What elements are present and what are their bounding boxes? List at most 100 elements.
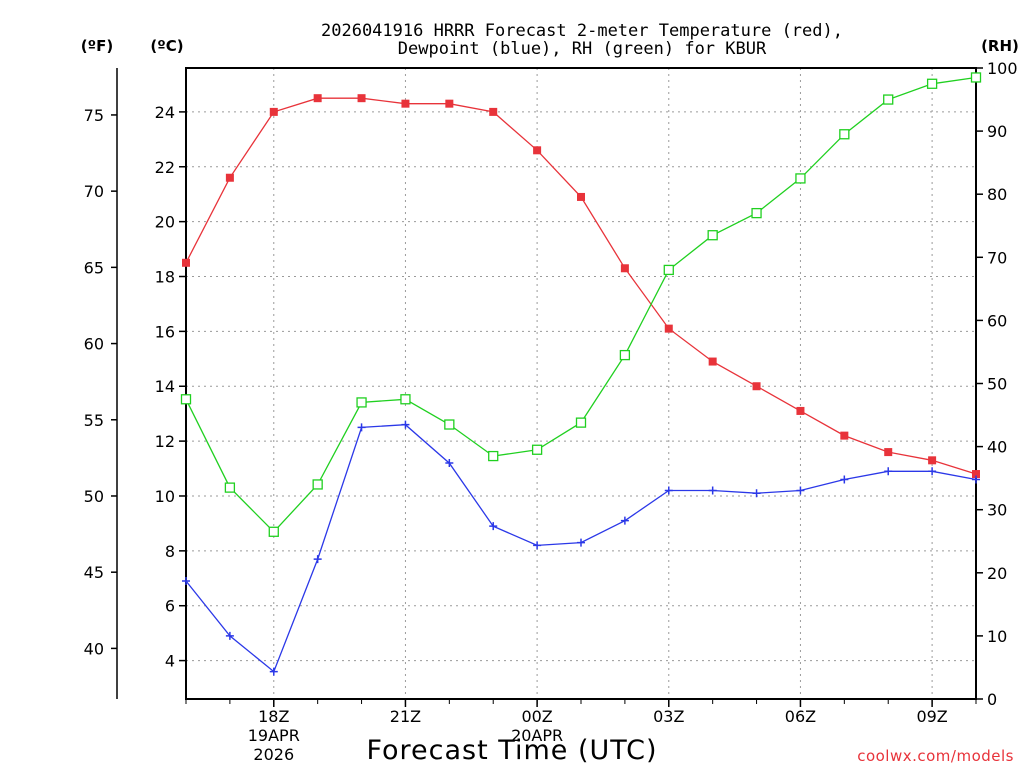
dewpoint-point — [182, 577, 190, 586]
celsius-tick-label: 22 — [155, 158, 175, 177]
fahrenheit-tick-label: 65 — [84, 258, 104, 277]
rh-tick-label: 100 — [987, 59, 1018, 78]
rh-series — [180, 72, 982, 537]
dewpoint-point — [577, 538, 585, 547]
celsius-tick-label: 4 — [165, 652, 175, 671]
rh-tick-label: 90 — [987, 122, 1007, 141]
temperature-point — [533, 146, 542, 155]
x-tick-label: 03Z — [653, 707, 684, 726]
rh-point — [619, 349, 631, 361]
temperature-point — [884, 448, 893, 457]
dewpoint-point — [357, 423, 366, 432]
rh-point — [707, 230, 718, 241]
celsius-tick-label: 16 — [155, 322, 175, 341]
rh-point — [224, 482, 236, 493]
temperature-point — [577, 192, 585, 201]
rh-tick-label: 50 — [987, 375, 1007, 394]
dewpoint-point — [752, 489, 761, 498]
celsius-tick-label: 14 — [155, 377, 175, 396]
rh-unit-label: (RH) — [981, 37, 1019, 55]
temperature-point — [357, 94, 366, 103]
temperature-point — [928, 456, 937, 465]
celsius-unit-label: (ºC) — [150, 37, 183, 55]
rh-point — [356, 397, 367, 408]
fahrenheit-tick-label: 40 — [84, 639, 104, 658]
dewpoint-point — [269, 667, 278, 676]
chart-title-line1: 2026041916 HRRR Forecast 2-meter Tempera… — [321, 21, 843, 41]
dewpoint-point — [401, 420, 410, 429]
celsius-tick-label: 10 — [155, 487, 175, 506]
rh-point — [751, 207, 762, 219]
temperature-point — [752, 382, 761, 391]
dewpoint-point — [884, 467, 893, 476]
rh-tick-label: 80 — [987, 185, 1007, 204]
dewpoint-point — [445, 459, 454, 468]
temperature-point — [489, 107, 498, 116]
chart-title-line2: Dewpoint (blue), RH (green) for KBUR — [398, 39, 767, 59]
temperature-series — [182, 94, 980, 479]
dewpoint-point — [313, 555, 322, 564]
dewpoint-point — [972, 475, 980, 484]
rh-tick-label: 20 — [987, 564, 1007, 583]
rh-point — [926, 78, 938, 89]
fahrenheit-tick-label: 55 — [84, 411, 104, 430]
rh-tick-label: 30 — [987, 501, 1007, 520]
dewpoint-point — [796, 486, 805, 495]
temperature-point — [840, 431, 849, 440]
celsius-tick-label: 12 — [155, 432, 175, 451]
rh-point — [883, 94, 894, 105]
temperature-point — [972, 470, 980, 479]
x-tick-year: 2026 — [253, 745, 294, 764]
rh-point — [663, 264, 674, 276]
x-tick-label: 18Z — [258, 707, 289, 726]
x-tick-label: 00Z — [521, 707, 552, 726]
dewpoint-point — [533, 541, 542, 550]
rh-point — [400, 394, 411, 405]
credit-text: coolwx.com/models — [857, 747, 1014, 765]
x-tick-date: 19APR — [248, 726, 300, 745]
rh-tick-label: 70 — [987, 248, 1007, 267]
dewpoint-point — [708, 486, 717, 495]
dewpoint-point — [225, 631, 234, 640]
rh-tick-label: 10 — [987, 627, 1007, 646]
rh-point — [575, 417, 587, 428]
rh-point — [531, 444, 543, 455]
dewpoint-point — [928, 467, 937, 476]
data-series — [180, 72, 982, 676]
temperature-point — [225, 173, 234, 182]
rh-point — [268, 526, 279, 537]
rh-tick-label: 40 — [987, 438, 1007, 457]
temperature-point — [708, 357, 717, 366]
rh-point — [444, 419, 455, 430]
rh-point — [488, 450, 499, 462]
rh-point — [970, 72, 982, 83]
celsius-tick-label: 18 — [155, 268, 175, 287]
rh-point — [839, 129, 850, 140]
celsius-tick-label: 8 — [165, 542, 175, 561]
celsius-tick-label: 20 — [155, 213, 175, 232]
dewpoint-point — [664, 486, 673, 495]
fahrenheit-tick-label: 50 — [84, 487, 104, 506]
rh-point — [312, 479, 323, 490]
temperature-point — [269, 107, 278, 116]
rh-point — [795, 173, 806, 184]
celsius-tick-label: 24 — [155, 103, 175, 122]
celsius-tick-label: 6 — [165, 597, 175, 616]
fahrenheit-tick-label: 60 — [84, 335, 104, 354]
x-axis-label: Forecast Time (UTC) — [366, 735, 657, 766]
dewpoint-point — [840, 475, 849, 484]
fahrenheit-tick-label: 70 — [84, 182, 104, 201]
temperature-point — [313, 94, 322, 103]
dewpoint-point — [489, 522, 498, 531]
axes: 4 6 8 10 12 14 16 18 20 22 24 40 45 50 55 60 65 70 75 0 10 20… — [84, 59, 1018, 764]
temperature-point — [664, 324, 673, 333]
rh-tick-label: 0 — [987, 690, 997, 709]
x-tick-label: 06Z — [785, 707, 816, 726]
rh-tick-label: 60 — [987, 311, 1007, 330]
temperature-point — [620, 264, 629, 273]
dewpoint-series — [182, 420, 980, 676]
temperature-point — [182, 258, 190, 267]
rh-point — [180, 394, 192, 405]
dewpoint-point — [620, 516, 629, 525]
